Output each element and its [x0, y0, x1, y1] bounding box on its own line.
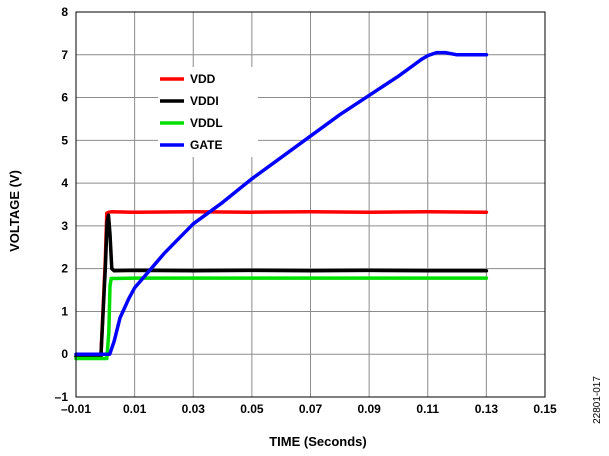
y-tick-label: 4	[61, 176, 68, 190]
series-line-vddl	[74, 276, 489, 361]
series-line-vddi	[74, 213, 489, 359]
series-line-gate	[74, 50, 489, 356]
y-tick-label: 1	[61, 304, 68, 318]
legend-label-vddl: VDDL	[190, 116, 223, 130]
x-tick-label: 0.03	[182, 402, 206, 416]
legend-background	[158, 67, 258, 157]
legend-label-vdd: VDD	[190, 72, 216, 86]
y-tick-labels: –1 0 1 2 3 4 5 6 7 8	[55, 5, 69, 404]
y-tick-label: 0	[61, 347, 68, 361]
series-layer	[74, 50, 489, 361]
plot-frame	[75, 11, 546, 398]
y-axis-label: VOLTAGE (V)	[7, 170, 22, 252]
legend-label-vddi: VDDI	[190, 94, 219, 108]
x-tick-label: 0.15	[533, 402, 557, 416]
y-tick-label: 2	[61, 262, 68, 276]
legend-label-gate: GATE	[190, 138, 222, 152]
y-tick-label: 7	[61, 48, 68, 62]
x-tick-label: 0.11	[416, 402, 439, 416]
x-tick-label: 0.05	[240, 402, 264, 416]
legend: VDD VDDI VDDL GATE	[158, 67, 258, 157]
x-tick-labels: –0.01 0.01 0.03 0.05 0.07 0.09 0.11 0.13 0.15	[61, 402, 557, 416]
x-axis-label: TIME (Seconds)	[269, 434, 367, 449]
figure-id: 22801-017	[592, 376, 603, 424]
x-tick-label: 0.13	[475, 402, 499, 416]
y-tick-label: 5	[61, 133, 68, 147]
x-tick-label: 0.01	[123, 402, 147, 416]
x-tick-label: 0.07	[299, 402, 323, 416]
y-tick-label: 8	[61, 5, 68, 19]
x-tick-label: –0.01	[61, 402, 91, 416]
x-tick-label: 0.09	[357, 402, 381, 416]
y-tick-label: 3	[61, 219, 68, 233]
grid	[75, 11, 546, 398]
y-tick-label: 6	[61, 91, 68, 105]
y-tick-label: –1	[55, 390, 69, 404]
